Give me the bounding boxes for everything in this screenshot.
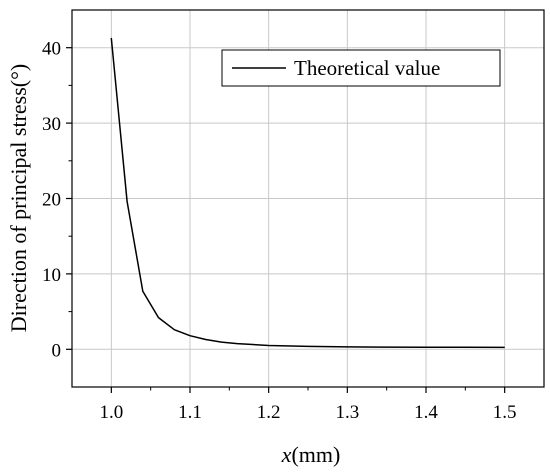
legend-label: Theoretical value xyxy=(294,56,440,80)
x-tick-label-5: 1.5 xyxy=(493,402,517,423)
series-line-0 xyxy=(110,37,505,349)
y-tick-label-1: 10 xyxy=(42,265,61,286)
x-tick-label-0: 1.0 xyxy=(99,402,123,423)
y-axis-title: Direction of principal stress(°) xyxy=(6,64,31,332)
x-tick-label-4: 1.4 xyxy=(414,402,438,423)
x-axis-title: x(mm) xyxy=(281,442,341,467)
x-tick-label-2: 1.2 xyxy=(257,402,281,423)
x-axis-ticks: 1.0 1.1 1.2 1.3 1.4 1.5 xyxy=(99,387,517,423)
x-tick-label-3: 1.3 xyxy=(335,402,359,423)
legend: Theoretical value xyxy=(221,49,501,87)
series-layer xyxy=(110,37,505,349)
y-tick-label-0: 0 xyxy=(52,340,62,361)
y-tick-label-3: 30 xyxy=(42,114,61,135)
y-tick-label-4: 40 xyxy=(42,39,61,60)
y-axis-ticks: 0 10 20 30 40 xyxy=(42,39,72,361)
x-tick-label-1: 1.1 xyxy=(178,402,202,423)
y-tick-label-2: 20 xyxy=(42,190,61,211)
